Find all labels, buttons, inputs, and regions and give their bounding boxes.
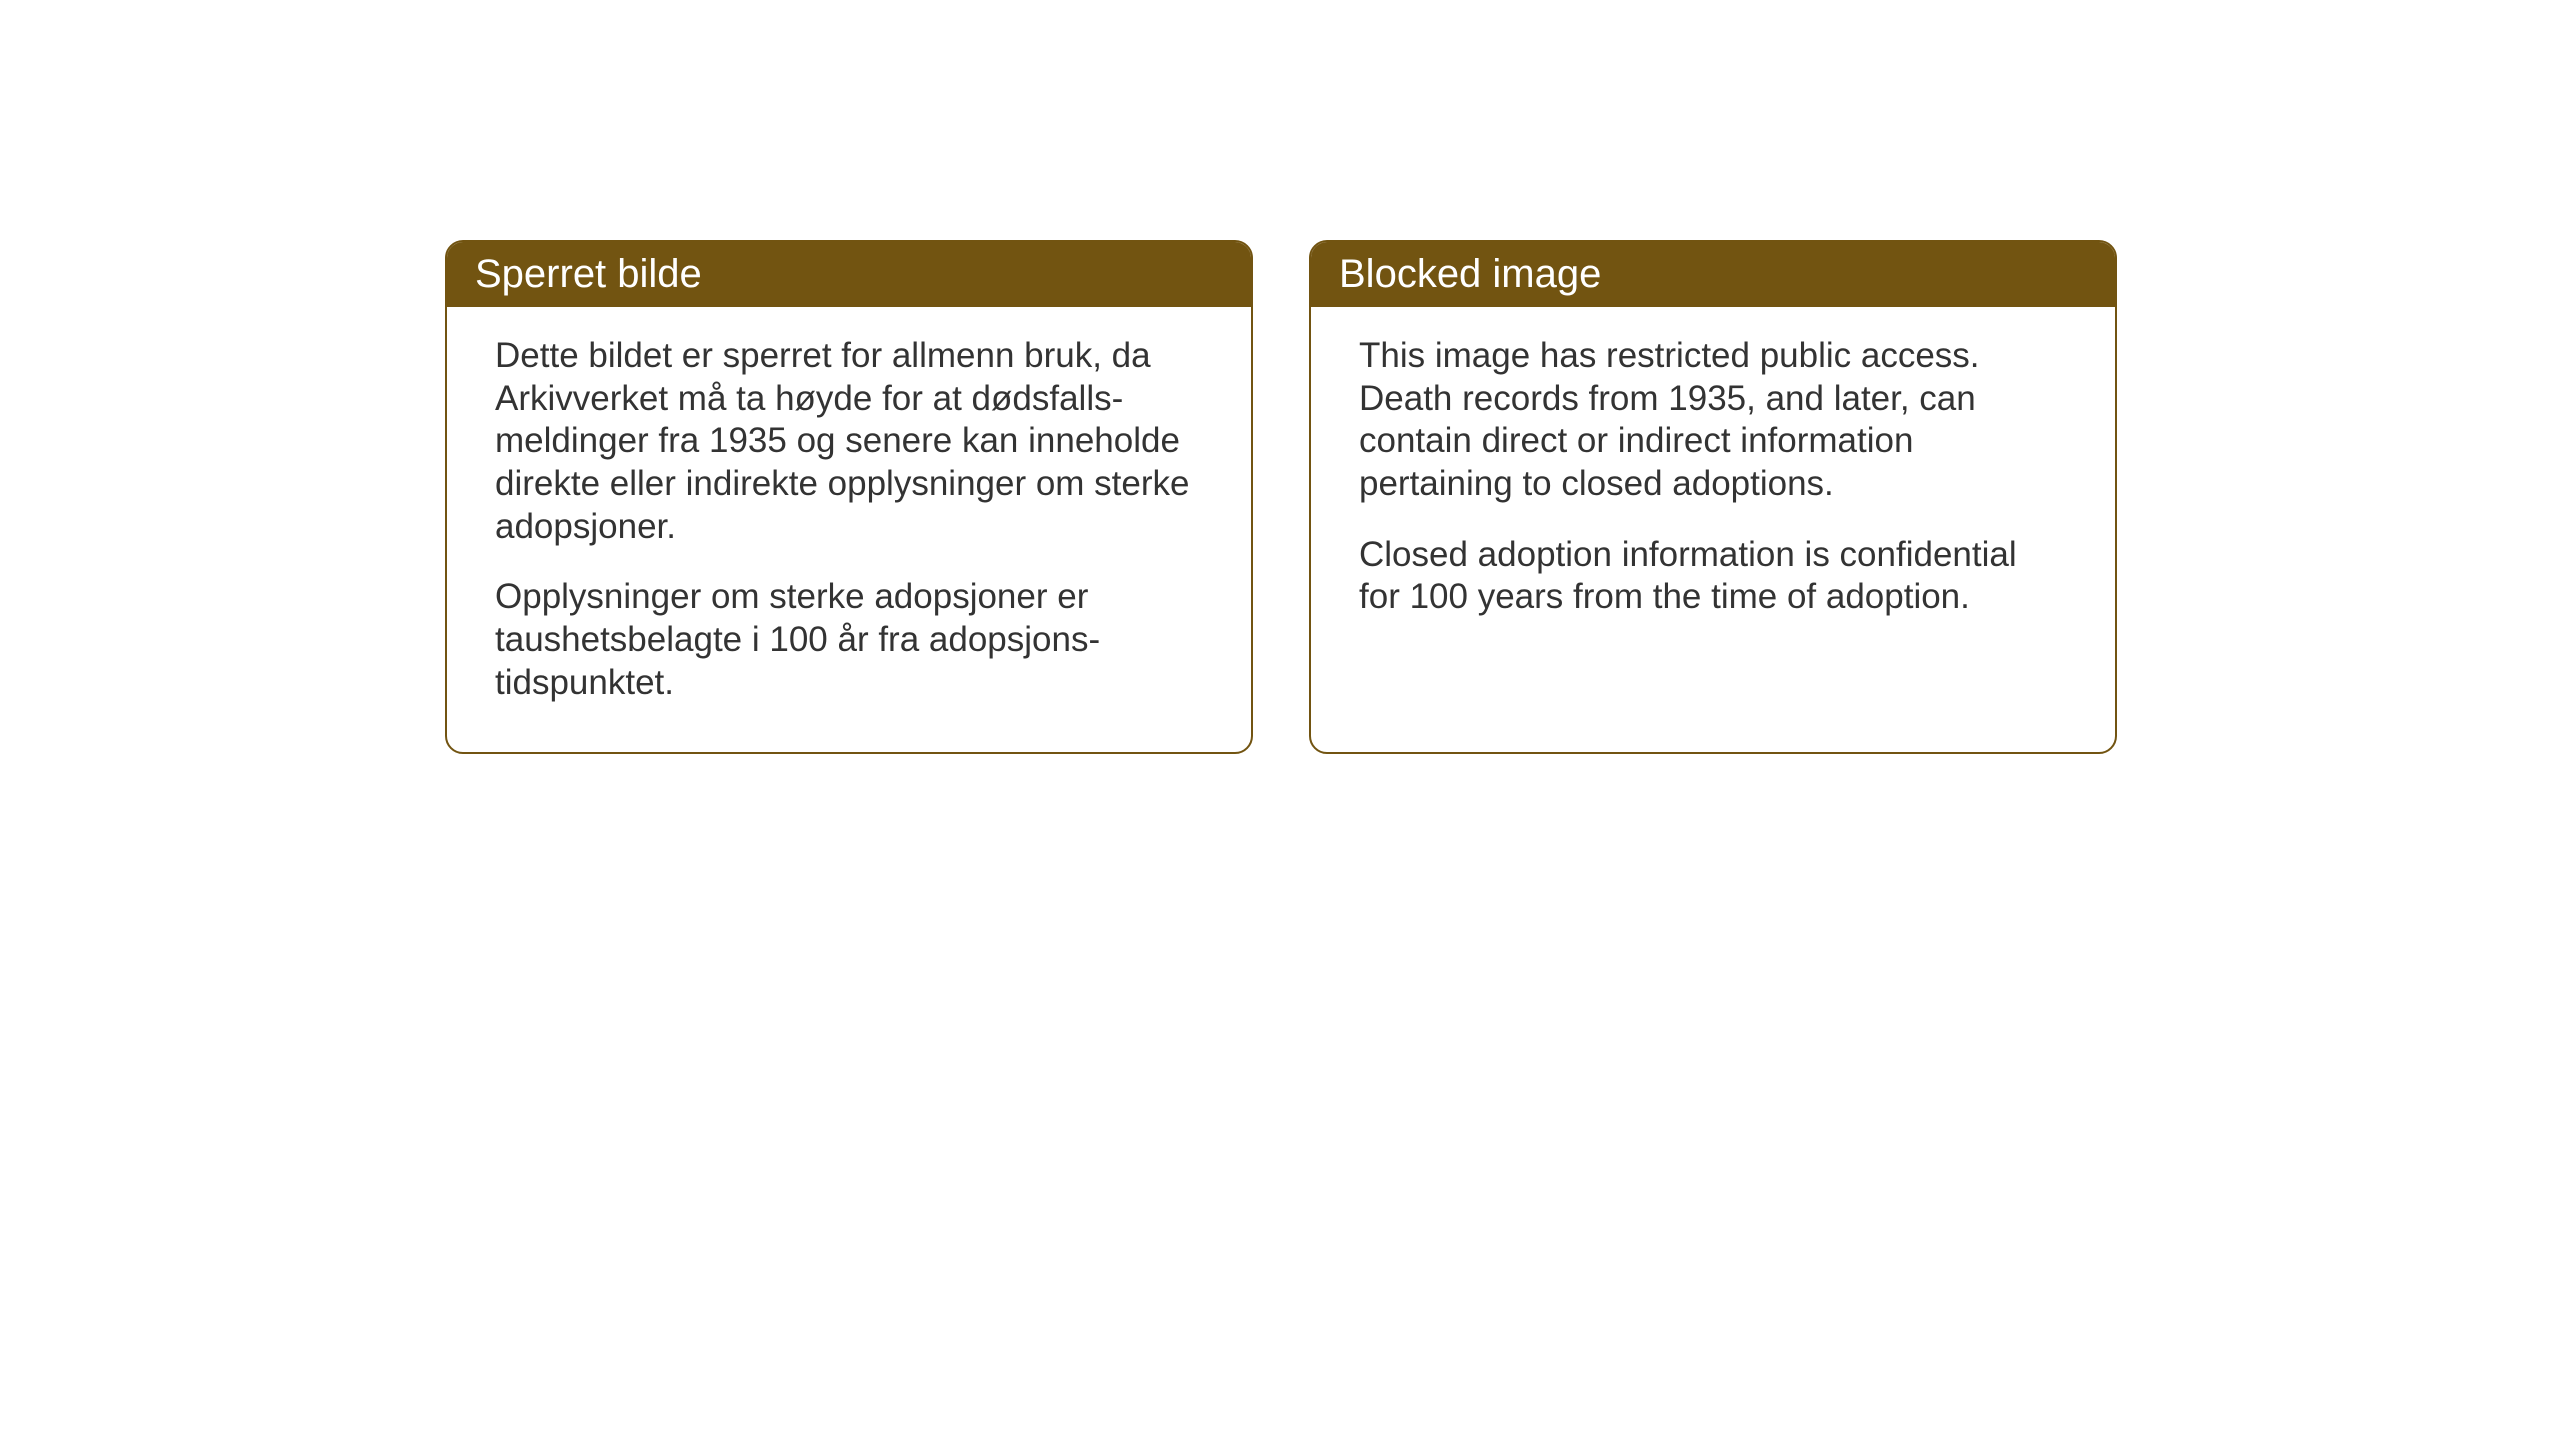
card-title-english: Blocked image bbox=[1339, 252, 1601, 296]
card-body-english: This image has restricted public access.… bbox=[1311, 307, 2115, 651]
notice-card-english: Blocked image This image has restricted … bbox=[1309, 240, 2117, 754]
card-title-norwegian: Sperret bilde bbox=[475, 252, 702, 296]
notice-card-norwegian: Sperret bilde Dette bildet er sperret fo… bbox=[445, 240, 1253, 754]
card-paragraph-2-norwegian: Opplysninger om sterke adopsjoner er tau… bbox=[495, 576, 1203, 704]
card-header-norwegian: Sperret bilde bbox=[447, 242, 1251, 307]
card-paragraph-2-english: Closed adoption information is confident… bbox=[1359, 534, 2067, 619]
card-paragraph-1-english: This image has restricted public access.… bbox=[1359, 335, 2067, 506]
card-paragraph-1-norwegian: Dette bildet er sperret for allmenn bruk… bbox=[495, 335, 1203, 548]
card-header-english: Blocked image bbox=[1311, 242, 2115, 307]
card-body-norwegian: Dette bildet er sperret for allmenn bruk… bbox=[447, 307, 1251, 737]
notice-cards-container: Sperret bilde Dette bildet er sperret fo… bbox=[445, 240, 2117, 754]
